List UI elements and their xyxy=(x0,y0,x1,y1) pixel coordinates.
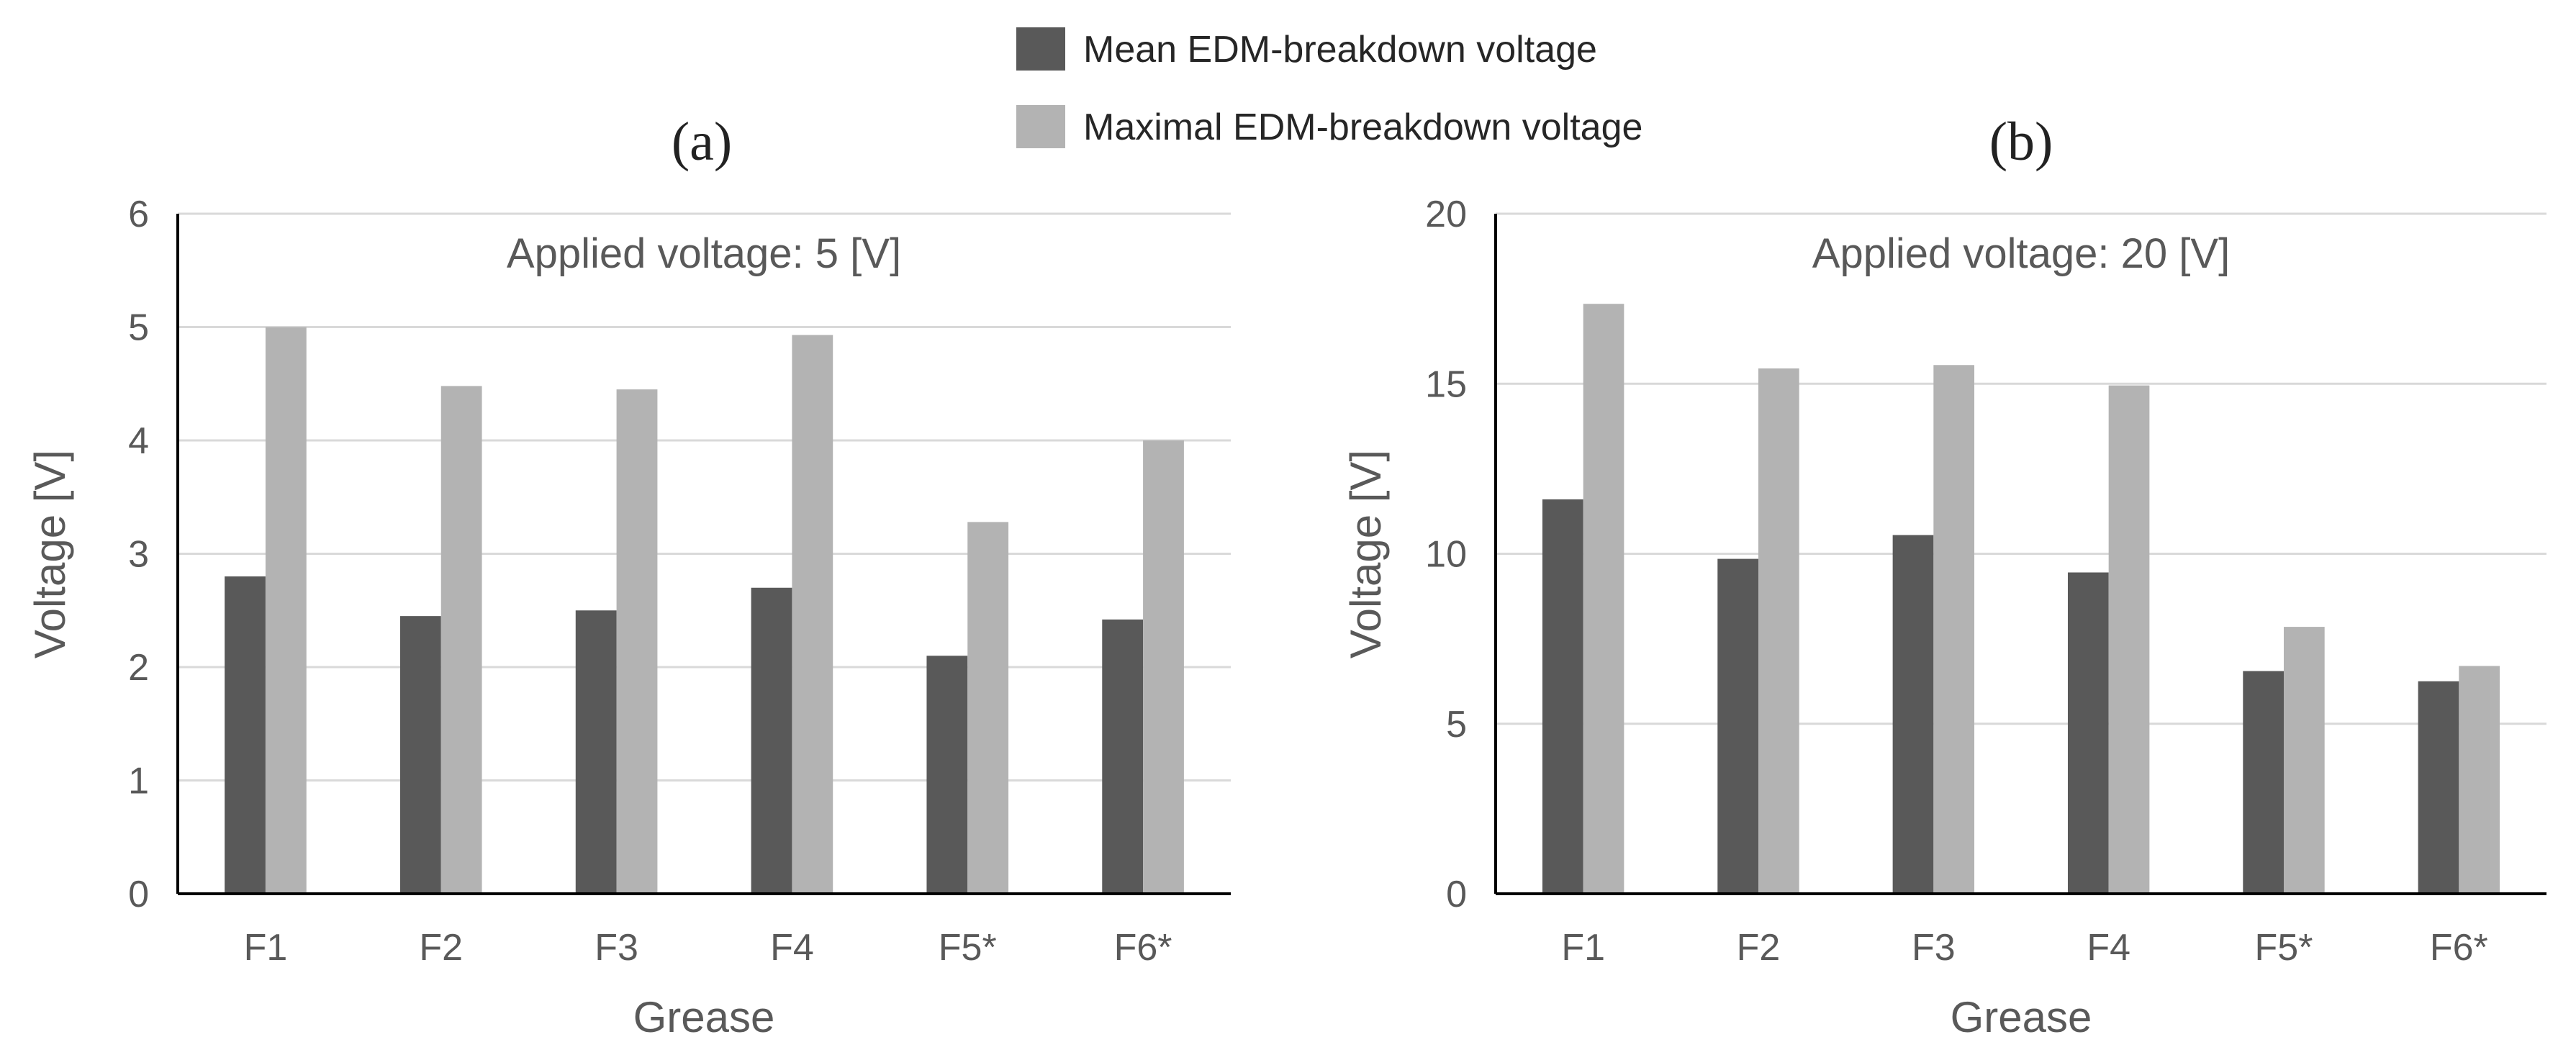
x-tick-label-b-2: F2 xyxy=(1737,927,1781,969)
bar-a-mean-2 xyxy=(399,616,441,894)
x-tick-label-b-3: F3 xyxy=(1912,927,1956,969)
chart-panel-b: (b) 0 5 10 15 20 F1 F2 F3 F4 F5* F6* Applied volt… xyxy=(1342,112,2546,1041)
legend-swatch-mean xyxy=(1016,27,1065,71)
legend: Mean EDM-breakdown voltage Maximal EDM-b… xyxy=(1016,27,1642,148)
bar-a-max-2 xyxy=(440,386,482,894)
bar-b-mean-1 xyxy=(1542,499,1583,894)
bar-b-mean-2 xyxy=(1717,558,1758,894)
y-tick-label-a-4: 4 xyxy=(128,420,149,462)
x-tick-label-a-4: F4 xyxy=(770,927,814,969)
y-tick-label-a-0: 0 xyxy=(128,874,149,915)
panel-label-b: (b) xyxy=(1989,112,2053,172)
bar-a-max-3 xyxy=(616,389,658,894)
x-tick-label-b-1: F1 xyxy=(1561,927,1605,969)
y-tick-label-a-5: 5 xyxy=(128,307,149,349)
legend-label-max: Maximal EDM-breakdown voltage xyxy=(1083,107,1642,148)
x-tick-label-b-5: F5* xyxy=(2255,927,2313,969)
chart-title-a: Applied voltage: 5 [V] xyxy=(507,230,901,277)
bar-b-mean-5 xyxy=(2243,671,2284,894)
y-tick-label-b-0: 0 xyxy=(1446,874,1467,915)
bar-b-mean-4 xyxy=(2067,572,2109,894)
y-axis-label-b: Voltage [V] xyxy=(1342,450,1390,658)
chart-title-b: Applied voltage: 20 [V] xyxy=(1812,230,2230,277)
legend-swatch-max xyxy=(1016,105,1065,148)
bar-b-max-6 xyxy=(2459,666,2500,894)
bar-b-max-3 xyxy=(1933,365,1975,894)
bar-b-max-5 xyxy=(2284,627,2325,894)
bar-a-max-5 xyxy=(967,522,1009,894)
bar-a-mean-4 xyxy=(751,587,792,894)
x-axis-label-a: Grease xyxy=(633,993,775,1041)
x-axis-label-b: Grease xyxy=(1951,993,2092,1041)
bar-b-mean-6 xyxy=(2418,681,2459,894)
y-axis-label-a: Voltage [V] xyxy=(26,450,74,658)
bar-a-mean-1 xyxy=(225,576,266,894)
bar-b-max-2 xyxy=(1758,368,1799,894)
y-tick-label-a-1: 1 xyxy=(128,761,149,802)
x-tick-label-b-6: F6* xyxy=(2430,927,2488,969)
bar-a-max-6 xyxy=(1143,440,1184,894)
y-tick-label-b-3: 15 xyxy=(1425,363,1467,405)
y-tick-label-a-6: 6 xyxy=(128,194,149,235)
bar-b-max-4 xyxy=(2108,385,2150,894)
x-tick-label-a-5: F5* xyxy=(939,927,997,969)
bar-b-mean-3 xyxy=(1892,535,1934,894)
x-tick-label-a-1: F1 xyxy=(244,927,288,969)
x-tick-label-a-6: F6* xyxy=(1114,927,1172,969)
bar-b-max-1 xyxy=(1583,304,1624,894)
bar-a-max-1 xyxy=(265,327,307,894)
x-tick-label-a-3: F3 xyxy=(595,927,638,969)
bar-a-mean-3 xyxy=(575,610,617,894)
x-tick-label-b-4: F4 xyxy=(2087,927,2130,969)
legend-label-mean: Mean EDM-breakdown voltage xyxy=(1083,29,1597,71)
chart-panel-a: (a) 0 1 2 3 4 5 6 F1 F2 F3 F4 F5* F6* Applied volta… xyxy=(26,112,1231,1041)
y-tick-label-b-1: 5 xyxy=(1446,704,1467,746)
bar-a-mean-5 xyxy=(926,656,968,894)
y-tick-label-a-2: 2 xyxy=(128,647,149,689)
y-tick-label-b-4: 20 xyxy=(1425,194,1467,235)
x-tick-label-a-2: F2 xyxy=(419,927,463,969)
panel-label-a: (a) xyxy=(672,112,732,172)
bar-a-max-4 xyxy=(792,335,833,894)
y-tick-label-a-3: 3 xyxy=(128,534,149,576)
y-tick-label-b-2: 10 xyxy=(1425,534,1467,576)
bar-a-mean-6 xyxy=(1102,619,1144,894)
